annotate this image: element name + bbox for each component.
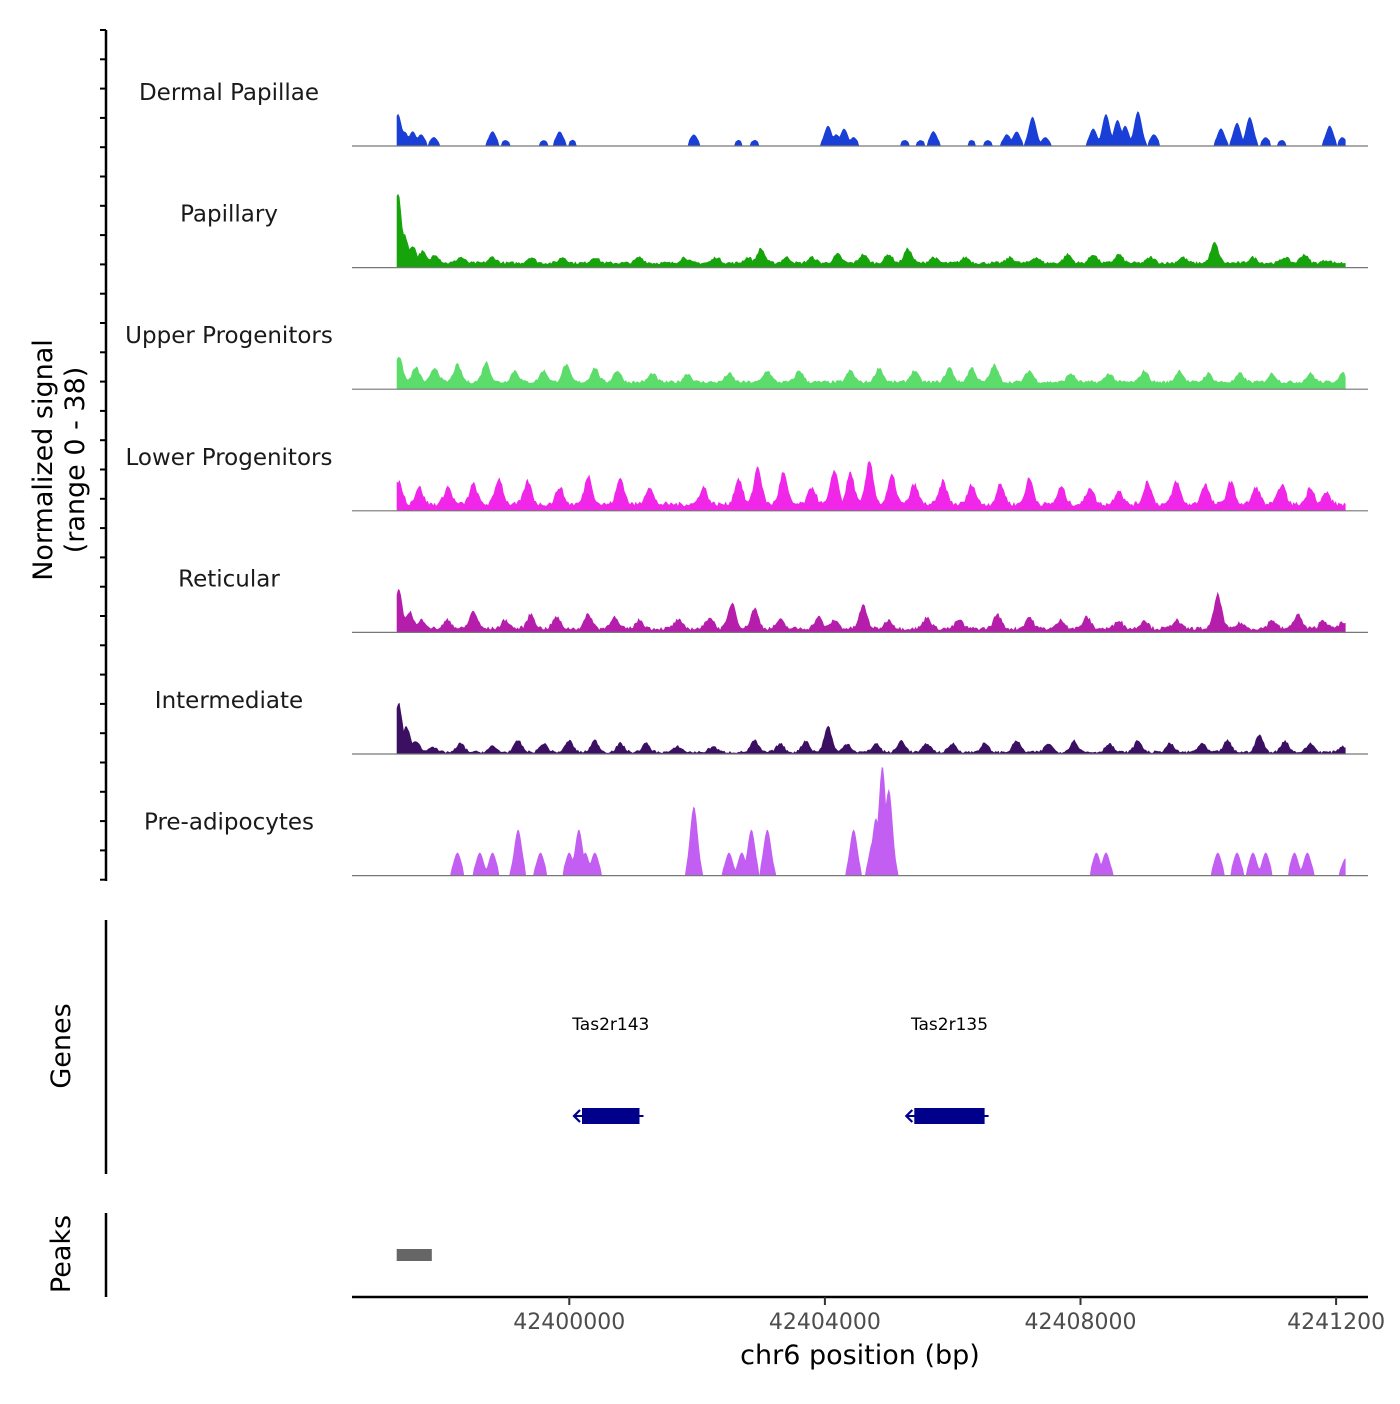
track-label-reticular: Reticular: [178, 566, 280, 592]
gene-tas2r143: Tas2r143: [571, 1015, 649, 1124]
track-intermediate: Intermediate: [155, 688, 1368, 755]
gene-strand-arrow: [904, 1109, 914, 1123]
signal-tracks: Dermal Papillae Papillary Upper Progenitor…: [125, 80, 1368, 877]
gene-tas2r135: Tas2r135: [904, 1015, 989, 1124]
gene-track: Tas2r143 Tas2r135: [571, 1015, 989, 1124]
genes-axis-title-group: Genes: [46, 1003, 77, 1088]
coverage-area-reticular: [396, 589, 1346, 633]
coverage-area-upper-progenitors: [396, 357, 1346, 390]
x-tick-label: 42408000: [1025, 1310, 1137, 1335]
gene-label-tas2r135: Tas2r135: [910, 1015, 988, 1035]
gene-label-tas2r143: Tas2r143: [571, 1015, 649, 1035]
gene-strand-arrow: [572, 1109, 581, 1123]
coverage-area-lower-progenitors: [396, 461, 1346, 511]
coverage-area-intermediate: [396, 702, 1346, 754]
x-axis-ticks: 42400000 42404000 42408000 4241200: [513, 1297, 1385, 1335]
x-axis-title: chr6 position (bp): [740, 1340, 980, 1371]
peak-region: [396, 1249, 432, 1261]
track-dermal-papillae: Dermal Papillae: [139, 80, 1368, 147]
x-tick-label: 4241200: [1287, 1310, 1385, 1335]
track-lower-progenitors: Lower Progenitors: [126, 445, 1368, 512]
gene-exon: [582, 1108, 640, 1124]
track-label-upper-progenitors: Upper Progenitors: [125, 323, 333, 349]
gene-exon: [914, 1108, 985, 1124]
signal-axis-title-line2: (range 0 - 38): [60, 367, 91, 554]
track-upper-progenitors: Upper Progenitors: [125, 323, 1368, 390]
genes-axis-title: Genes: [46, 1003, 77, 1088]
coverage-area-dermal-papillae: [396, 111, 1346, 146]
track-pre-adipocytes: Pre-adipocytes: [144, 767, 1368, 877]
track-label-intermediate: Intermediate: [155, 688, 303, 714]
coverage-area-pre-adipocytes: [396, 767, 1346, 876]
track-label-dermal-papillae: Dermal Papillae: [139, 80, 319, 106]
x-tick-label: 42404000: [769, 1310, 881, 1335]
signal-axis-title-line1: Normalized signal: [28, 339, 59, 581]
track-label-papillary: Papillary: [180, 202, 278, 228]
peaks-axis-title-group: Peaks: [46, 1215, 77, 1293]
track-label-pre-adipocytes: Pre-adipocytes: [144, 810, 314, 836]
track-label-lower-progenitors: Lower Progenitors: [126, 445, 333, 471]
track-papillary: Papillary: [180, 193, 1368, 269]
signal-axis-title: Normalized signal (range 0 - 38): [28, 339, 91, 581]
peaks-axis-title: Peaks: [46, 1215, 77, 1293]
coverage-area-papillary: [396, 193, 1346, 268]
signal-axis-ticks: [100, 29, 106, 881]
track-reticular: Reticular: [178, 566, 1368, 634]
peak-track: [396, 1249, 432, 1261]
x-tick-label: 42400000: [513, 1310, 625, 1335]
